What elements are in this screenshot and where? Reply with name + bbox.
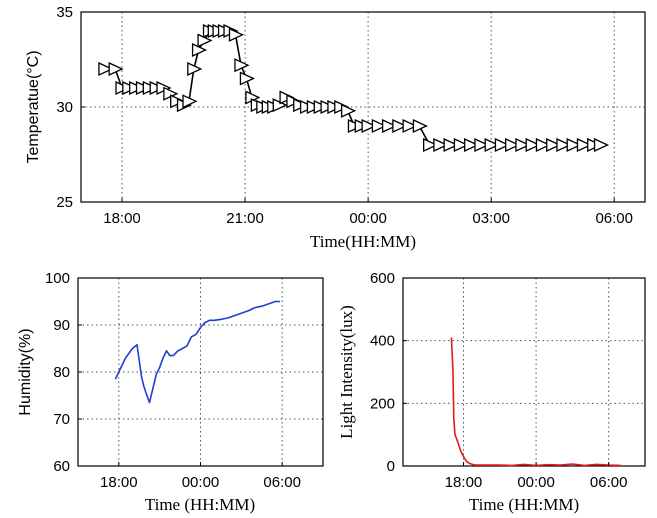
temperature-x-tick-label: 21:00 (226, 210, 264, 227)
temperature-data-point (108, 61, 124, 77)
temperature-chart: 18:00 21:00 00:00 03:00 06:00 25 30 35 Temperat… (25, 4, 646, 251)
temperature-data-point (556, 137, 572, 153)
temperature-plot-frame (80, 11, 646, 203)
temperature-data-point (402, 118, 418, 134)
temperature-data-point (464, 137, 480, 153)
light-y-tick-label: 600 (370, 270, 395, 287)
temperature-data-point (453, 137, 469, 153)
humidity-y-tick-label: 70 (53, 411, 70, 428)
humidity-chart: 18:00 00:00 06:00 60 70 80 90 100 Humidity(%) T… (17, 270, 324, 514)
temperature-x-axis-label: Time(HH:MM) (310, 232, 416, 251)
temperature-x-tick-label: 18:00 (103, 210, 141, 227)
temperature-data-point (546, 137, 562, 153)
humidity-series-line (114, 300, 280, 404)
light-x-tick-label: 00:00 (517, 474, 555, 491)
temperature-data-point (474, 137, 490, 153)
light-series-line (450, 337, 621, 467)
temperature-data-point (593, 137, 610, 153)
temperature-data-point (443, 137, 459, 153)
light-y-axis-label: Light Intensity(lux) (337, 305, 356, 439)
light-x-tick-label: 18:00 (445, 474, 483, 491)
temperature-data-point (239, 71, 255, 86)
humidity-x-axis-label: Time (HH:MM) (145, 495, 255, 514)
temperature-data-point (197, 33, 213, 48)
humidity-x-tick-label: 00:00 (182, 474, 220, 491)
temperature-data-point (392, 118, 408, 134)
light-plot-frame (402, 277, 646, 467)
temperature-data-point (423, 137, 439, 153)
light-x-tick-label: 06:00 (590, 474, 628, 491)
light-y-tick-label: 0 (387, 458, 395, 475)
temperature-data-point (361, 118, 377, 134)
temperature-data-point (228, 27, 245, 42)
temperature-y-tick-label: 30 (56, 99, 73, 116)
temperature-data-point (340, 103, 357, 118)
humidity-y-tick-label: 90 (53, 317, 70, 334)
temperature-y-axis-label: Temperatue(°C) (25, 50, 42, 163)
temperature-data-point (525, 137, 541, 153)
temperature-data-point (515, 137, 531, 153)
humidity-y-tick-label: 100 (45, 270, 70, 287)
temperature-y-tick-label: 25 (56, 194, 73, 211)
temperature-data-point (412, 118, 428, 134)
humidity-x-tick-label: 18:00 (100, 474, 138, 491)
temperature-data-point (191, 42, 208, 58)
temperature-data-point (566, 137, 582, 153)
temperature-data-point (505, 137, 521, 153)
temperature-data-point (182, 94, 198, 109)
temperature-x-tick-label: 06:00 (595, 210, 633, 227)
light-chart: 18:00 00:00 06:00 0 200 400 600 Light Intensit… (337, 270, 646, 514)
humidity-y-axis-label: Humidity(%) (17, 328, 34, 415)
humidity-y-tick-label: 80 (53, 364, 70, 381)
temperature-data-point (433, 137, 449, 153)
temperature-data-point (98, 61, 114, 77)
temperature-data-point (535, 137, 552, 153)
temperature-data-point (576, 137, 593, 153)
humidity-y-tick-label: 60 (53, 458, 70, 475)
temperature-data-point (381, 118, 398, 134)
light-y-tick-label: 200 (370, 395, 395, 412)
temperature-data-point (494, 137, 510, 153)
temperature-data-point (187, 61, 203, 77)
temperature-data-point (484, 137, 500, 153)
temperature-data-point (234, 58, 250, 73)
temperature-x-tick-label: 00:00 (349, 210, 387, 227)
temperature-y-tick-label: 35 (56, 4, 73, 21)
temperature-x-tick-label: 03:00 (472, 210, 510, 227)
temperature-data-point (371, 118, 387, 134)
humidity-x-tick-label: 06:00 (263, 474, 301, 491)
light-x-axis-label: Time (HH:MM) (469, 495, 579, 514)
light-y-tick-label: 400 (370, 333, 395, 350)
